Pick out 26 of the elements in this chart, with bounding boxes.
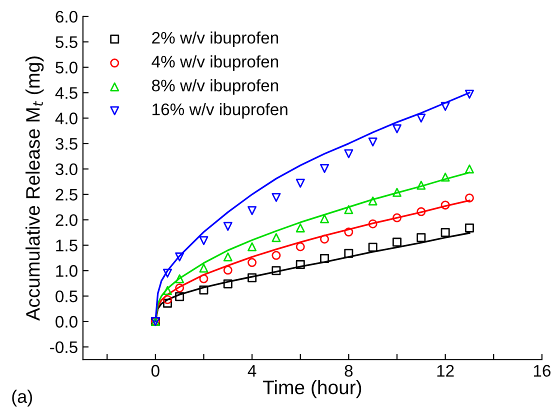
x-tick-label: 8 [344,364,353,377]
y-tick-label: 5.5 [56,36,78,48]
legend-label: 16% w/v ibuprofen [152,103,288,119]
y-tick-label: 3.5 [56,138,78,150]
y-tick-label: 5.0 [56,62,78,74]
y-tick-label: 1.0 [56,265,78,277]
y-tick-label: 2.0 [56,214,78,226]
x-tick-label: 12 [437,364,454,377]
y-tick-label: 3.0 [56,163,78,176]
x-tick-label: 16 [534,364,550,377]
y-tick-label: 4.0 [55,112,78,124]
y-tick-label: 2.5 [56,188,78,201]
x-tick-label: 4 [248,365,256,377]
y-axis-title: Accumulative Release M$_{t}$ (mg) [26,56,44,321]
legend-label: 4% w/v ibuprofen [152,55,278,71]
x-tick-label: 0 [151,364,160,377]
legend-label: 2% w/v ibuprofen [152,31,278,47]
y-tick-label: 0.0 [56,316,78,328]
text: (a) [12,390,32,407]
legend-label: 8% w/v ibuprofen [152,79,278,95]
y-tick-label: 6.0 [56,10,78,23]
y-tick-label: 4.5 [55,87,78,99]
y-tick-label: -0.5 [50,341,78,354]
y-tick-label: 1.5 [56,240,78,252]
y-tick-label: 0.5 [56,290,78,302]
x-axis-title: Time (hour) [263,380,362,398]
